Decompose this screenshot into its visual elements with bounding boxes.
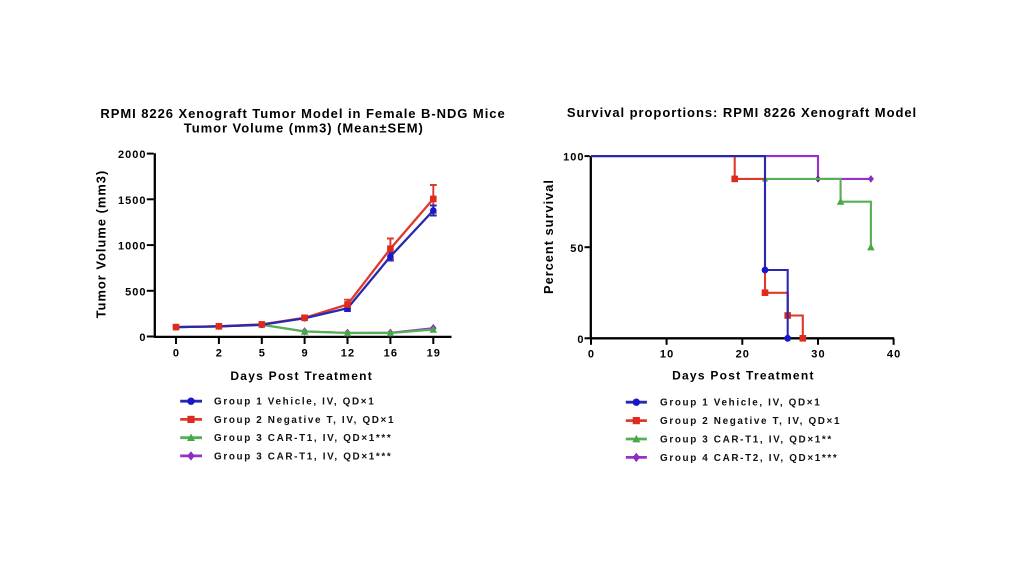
svg-text:Group 4 CAR-T2, IV, QD×1***: Group 4 CAR-T2, IV, QD×1*** (660, 453, 838, 464)
svg-text:Group 3 CAR-T1, IV, QD×1***: Group 3 CAR-T1, IV, QD×1*** (214, 433, 392, 444)
svg-text:2: 2 (216, 348, 223, 360)
svg-text:Group 3 CAR-T1, IV, QD×1***: Group 3 CAR-T1, IV, QD×1*** (214, 451, 392, 462)
svg-text:0: 0 (173, 348, 180, 360)
svg-text:Days Post Treatment: Days Post Treatment (230, 369, 373, 383)
svg-text:Tumor Volume (mm3): Tumor Volume (mm3) (94, 170, 109, 319)
svg-text:40: 40 (887, 349, 901, 361)
svg-text:500: 500 (125, 286, 146, 298)
svg-text:Percent survival: Percent survival (541, 179, 556, 294)
svg-text:1000: 1000 (118, 241, 146, 253)
svg-text:20: 20 (736, 349, 750, 361)
svg-text:Group 2 Negative T, IV, QD×1: Group 2 Negative T, IV, QD×1 (660, 416, 841, 427)
svg-text:0: 0 (588, 349, 595, 361)
svg-text:Group 1 Vehicle, IV, QD×1: Group 1 Vehicle, IV, QD×1 (214, 397, 375, 408)
svg-text:16: 16 (384, 348, 398, 360)
svg-text:12: 12 (341, 348, 355, 360)
svg-text:Group 3 CAR-T1, IV, QD×1**: Group 3 CAR-T1, IV, QD×1** (660, 434, 833, 445)
svg-text:Survival proportions: RPMI 822: Survival proportions: RPMI 8226 Xenograf… (567, 105, 917, 120)
svg-text:Group 1 Vehicle, IV, QD×1: Group 1 Vehicle, IV, QD×1 (660, 398, 821, 409)
svg-text:19: 19 (427, 348, 441, 360)
svg-text:1500: 1500 (118, 195, 146, 207)
svg-text:Group 2 Negative T, IV, QD×1: Group 2 Negative T, IV, QD×1 (214, 415, 395, 426)
svg-text:0: 0 (577, 334, 584, 346)
svg-text:Tumor Volume (mm3) (Mean±SEM): Tumor Volume (mm3) (Mean±SEM) (184, 121, 424, 136)
svg-text:50: 50 (570, 243, 584, 255)
svg-text:100: 100 (563, 152, 584, 164)
svg-text:9: 9 (301, 348, 308, 360)
svg-text:RPMI 8226 Xenograft Tumor Mode: RPMI 8226 Xenograft Tumor Model in Femal… (100, 106, 505, 121)
svg-text:Days Post Treatment: Days Post Treatment (672, 369, 815, 383)
svg-text:0: 0 (139, 332, 146, 344)
svg-text:10: 10 (660, 349, 674, 361)
svg-text:2000: 2000 (118, 149, 146, 161)
svg-text:5: 5 (259, 348, 266, 360)
svg-text:30: 30 (811, 349, 825, 361)
